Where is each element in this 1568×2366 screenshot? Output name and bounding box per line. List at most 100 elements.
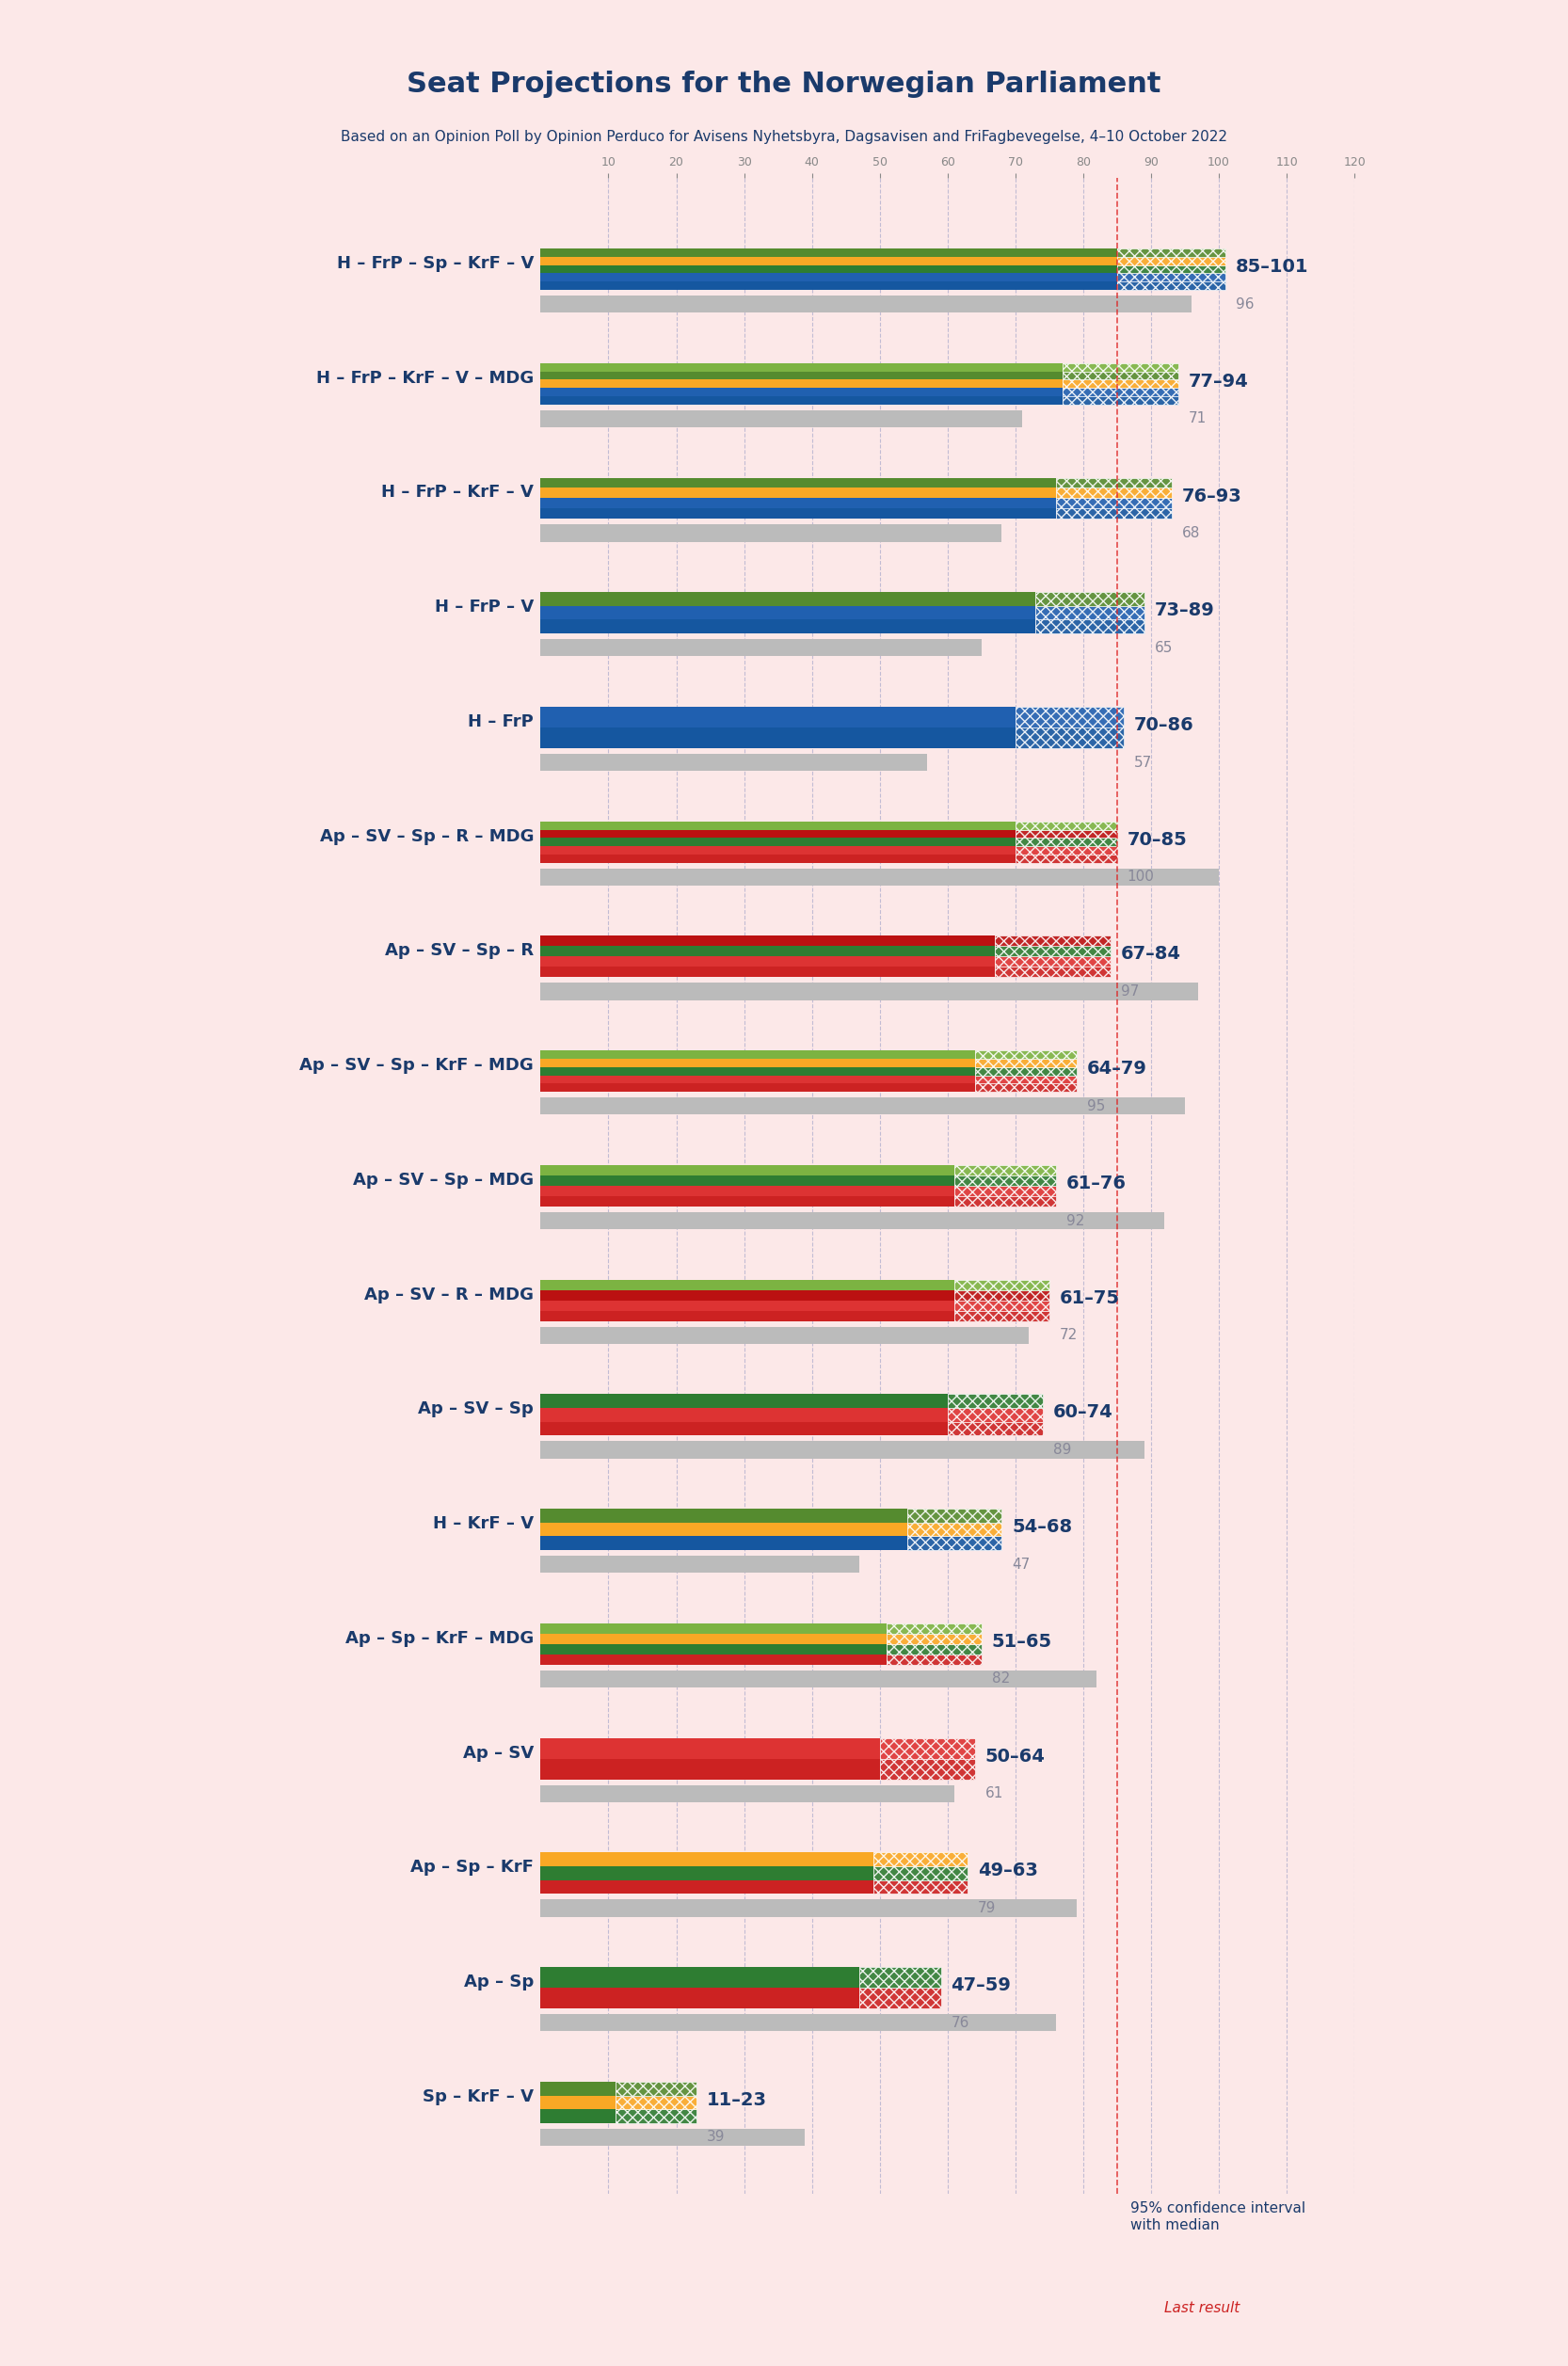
Bar bbox=[541, 606, 1036, 620]
Bar bbox=[541, 487, 1057, 499]
Bar bbox=[541, 1623, 886, 1633]
Text: Ap – Sp: Ap – Sp bbox=[464, 1973, 533, 1990]
Bar bbox=[541, 1058, 975, 1067]
Bar bbox=[541, 272, 1116, 282]
Bar bbox=[541, 1441, 1145, 1457]
Bar bbox=[541, 1784, 955, 1803]
FancyBboxPatch shape bbox=[859, 1966, 941, 1987]
Text: 76–93: 76–93 bbox=[1182, 487, 1242, 504]
Bar bbox=[541, 1197, 955, 1207]
FancyBboxPatch shape bbox=[996, 937, 1110, 946]
FancyBboxPatch shape bbox=[873, 1881, 967, 1893]
FancyBboxPatch shape bbox=[886, 1623, 982, 1633]
Bar bbox=[541, 1394, 947, 1408]
FancyBboxPatch shape bbox=[947, 1408, 1043, 1422]
FancyBboxPatch shape bbox=[1036, 620, 1145, 634]
Bar bbox=[541, 1853, 873, 1867]
FancyBboxPatch shape bbox=[975, 1051, 1077, 1058]
FancyBboxPatch shape bbox=[955, 1185, 1057, 1197]
FancyBboxPatch shape bbox=[1057, 478, 1171, 487]
FancyBboxPatch shape bbox=[975, 1067, 1077, 1074]
FancyBboxPatch shape bbox=[1016, 854, 1116, 864]
FancyBboxPatch shape bbox=[955, 1280, 1049, 1289]
FancyBboxPatch shape bbox=[880, 1739, 975, 1758]
FancyBboxPatch shape bbox=[975, 1084, 1077, 1091]
Bar bbox=[541, 371, 1063, 379]
FancyBboxPatch shape bbox=[1057, 487, 1171, 499]
Text: 92: 92 bbox=[1066, 1214, 1085, 1228]
Bar bbox=[541, 1074, 975, 1084]
Text: 50–64: 50–64 bbox=[985, 1748, 1044, 1765]
Text: 95: 95 bbox=[1087, 1100, 1105, 1112]
Bar bbox=[541, 1280, 955, 1289]
Text: 96: 96 bbox=[1236, 298, 1254, 310]
Bar bbox=[541, 592, 1036, 606]
Bar bbox=[541, 2108, 615, 2122]
Text: H – FrP – V: H – FrP – V bbox=[434, 599, 533, 615]
FancyBboxPatch shape bbox=[947, 1422, 1043, 1436]
FancyBboxPatch shape bbox=[1116, 248, 1226, 258]
Text: 47–59: 47–59 bbox=[950, 1976, 1011, 1995]
FancyBboxPatch shape bbox=[1016, 838, 1116, 847]
Bar bbox=[541, 362, 1063, 371]
Text: 65: 65 bbox=[1154, 641, 1173, 655]
Bar bbox=[541, 620, 1036, 634]
FancyBboxPatch shape bbox=[1016, 726, 1124, 748]
Text: 70–85: 70–85 bbox=[1127, 830, 1187, 849]
Text: Ap – SV – Sp – KrF – MDG: Ap – SV – Sp – KrF – MDG bbox=[299, 1058, 533, 1074]
FancyBboxPatch shape bbox=[1116, 265, 1226, 272]
Bar bbox=[541, 499, 1057, 509]
Bar bbox=[541, 1670, 1096, 1687]
Bar bbox=[541, 755, 927, 771]
Text: 67–84: 67–84 bbox=[1121, 946, 1181, 963]
Bar bbox=[541, 1758, 880, 1779]
Bar bbox=[541, 1327, 1029, 1344]
FancyBboxPatch shape bbox=[1116, 272, 1226, 282]
Text: 47: 47 bbox=[1011, 1557, 1030, 1571]
Bar bbox=[541, 395, 1063, 405]
Bar bbox=[541, 1301, 955, 1311]
Bar bbox=[541, 1164, 955, 1176]
Text: Last result: Last result bbox=[1165, 2302, 1240, 2316]
Text: 70–86: 70–86 bbox=[1134, 717, 1195, 733]
FancyBboxPatch shape bbox=[975, 1074, 1077, 1084]
FancyBboxPatch shape bbox=[1057, 499, 1171, 509]
Text: Sp – KrF – V: Sp – KrF – V bbox=[423, 2089, 533, 2106]
Text: 85–101: 85–101 bbox=[1236, 258, 1309, 277]
Bar bbox=[541, 982, 1198, 1001]
FancyBboxPatch shape bbox=[996, 956, 1110, 968]
FancyBboxPatch shape bbox=[1063, 379, 1178, 388]
FancyBboxPatch shape bbox=[1036, 592, 1145, 606]
Bar bbox=[541, 1311, 955, 1320]
FancyBboxPatch shape bbox=[1063, 371, 1178, 379]
Bar bbox=[541, 1510, 906, 1524]
Text: 49–63: 49–63 bbox=[978, 1862, 1038, 1881]
Bar bbox=[541, 937, 996, 946]
Bar bbox=[541, 1881, 873, 1893]
FancyBboxPatch shape bbox=[873, 1867, 967, 1881]
Text: 57: 57 bbox=[1134, 755, 1152, 769]
Text: H – FrP – KrF – V: H – FrP – KrF – V bbox=[381, 485, 533, 502]
Bar bbox=[541, 1536, 906, 1550]
FancyBboxPatch shape bbox=[1116, 258, 1226, 265]
FancyBboxPatch shape bbox=[1036, 606, 1145, 620]
Text: Based on an Opinion Poll by Opinion Perduco for Avisens Nyhetsbyra, Dagsavisen a: Based on an Opinion Poll by Opinion Perd… bbox=[340, 130, 1228, 144]
Bar bbox=[541, 2129, 804, 2146]
Bar bbox=[541, 1185, 955, 1197]
Text: 60–74: 60–74 bbox=[1052, 1403, 1113, 1422]
Bar bbox=[541, 296, 1192, 312]
Text: 82: 82 bbox=[991, 1673, 1010, 1687]
Text: H – KrF – V: H – KrF – V bbox=[433, 1514, 533, 1533]
Text: Ap – Sp – KrF – MDG: Ap – Sp – KrF – MDG bbox=[345, 1630, 533, 1647]
Bar bbox=[541, 1633, 886, 1644]
FancyBboxPatch shape bbox=[1116, 282, 1226, 289]
FancyBboxPatch shape bbox=[886, 1644, 982, 1654]
FancyBboxPatch shape bbox=[886, 1654, 982, 1666]
Bar bbox=[541, 379, 1063, 388]
FancyBboxPatch shape bbox=[955, 1289, 1049, 1301]
Bar bbox=[541, 1987, 859, 2009]
Text: Ap – SV – Sp – R – MDG: Ap – SV – Sp – R – MDG bbox=[320, 828, 533, 845]
Text: 64–79: 64–79 bbox=[1087, 1060, 1146, 1079]
Bar bbox=[541, 1051, 975, 1058]
FancyBboxPatch shape bbox=[955, 1311, 1049, 1320]
